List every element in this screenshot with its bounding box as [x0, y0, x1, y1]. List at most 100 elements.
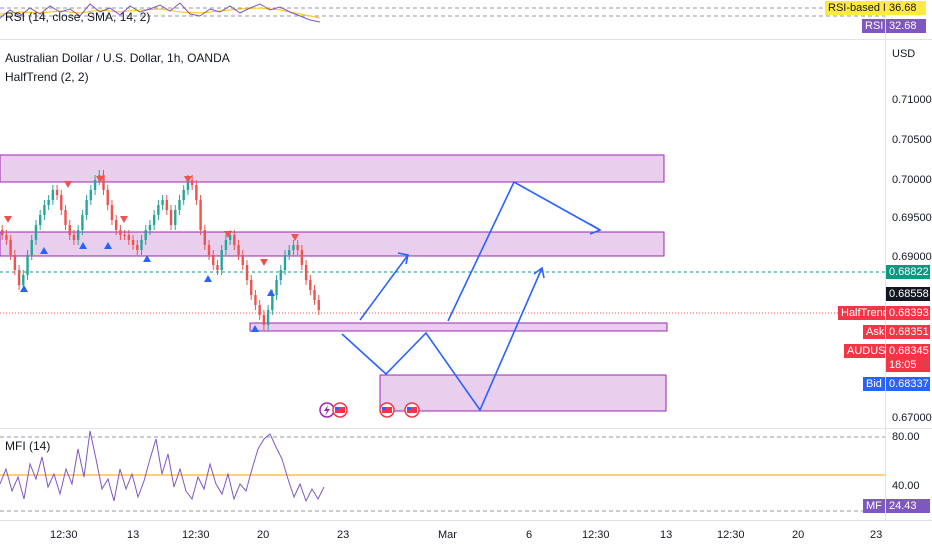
- ht-up-marker: [79, 242, 87, 249]
- bid-label-tag: Bid: [863, 377, 885, 391]
- candle-body: [22, 275, 25, 285]
- rsi-ma-label: RSI-based MA: [828, 2, 900, 14]
- candle-body: [250, 280, 253, 295]
- candle-body: [43, 205, 46, 215]
- rsi-value-tag: 32.68: [886, 19, 926, 33]
- candle-body: [85, 200, 88, 215]
- candle-body: [1, 230, 4, 235]
- candle-body: [9, 240, 12, 255]
- candle-body: [34, 225, 38, 240]
- dashed-level-value: 0.68822: [889, 266, 929, 278]
- projection-path-3: [447, 180, 601, 322]
- price-pane[interactable]: Australian Dollar / U.S. Dollar, 1h, OAN…: [0, 40, 932, 428]
- rsi-label: RSI: [865, 20, 884, 32]
- ht-up-marker: [251, 325, 259, 332]
- time-tick: 23: [337, 529, 350, 541]
- rsi-pane[interactable]: RSI (14, close, SMA, 14, 2) RSI-based MA…: [0, 0, 932, 38]
- projection-path-1: [359, 254, 409, 321]
- halftrend-label-tag: HalfTrend: [838, 306, 889, 320]
- candle-body: [241, 255, 244, 265]
- candle-body: [304, 265, 308, 280]
- symbol-value: 0.68345: [889, 345, 929, 357]
- mfi-title[interactable]: MFI (14): [5, 439, 51, 453]
- rsi-ma-value-tag: 36.68: [886, 1, 926, 15]
- candle-body: [38, 215, 42, 225]
- mfi-pane[interactable]: MFI (14): [0, 429, 932, 520]
- event-icons: [319, 402, 420, 418]
- symbol-title[interactable]: Australian Dollar / U.S. Dollar, 1h, OAN…: [5, 51, 230, 65]
- time-tick: 12:30: [582, 529, 610, 541]
- ht-down-marker: [224, 231, 232, 238]
- candle-body: [178, 200, 181, 210]
- candle-body: [64, 210, 67, 225]
- rsi-value: 32.68: [889, 20, 917, 32]
- candle-body: [13, 255, 17, 270]
- candle-body: [17, 270, 21, 285]
- ask-value: 0.68351: [889, 326, 929, 338]
- time-tick: 12:30: [50, 529, 78, 541]
- currency-label: USD: [892, 48, 916, 60]
- ask-label: Ask: [866, 326, 885, 338]
- candle-body: [30, 240, 33, 255]
- rsi-title[interactable]: RSI (14, close, SMA, 14, 2): [5, 10, 151, 24]
- candle-body: [102, 175, 105, 190]
- ht-up-marker: [204, 275, 212, 282]
- bid-value: 0.68337: [889, 378, 929, 390]
- ht-up-marker: [40, 247, 48, 254]
- time-tick: Mar: [438, 529, 457, 541]
- candle-body: [266, 310, 270, 325]
- time-tick: 20: [257, 529, 270, 541]
- candle-body: [195, 185, 198, 200]
- candle-body: [190, 180, 194, 185]
- mf-label: MF: [866, 500, 882, 512]
- candle-body: [203, 230, 206, 245]
- mfi-y-tick: 80.00: [892, 431, 920, 443]
- mf-label-tag: MF: [863, 499, 885, 513]
- y-tick: 0.71000: [892, 94, 932, 106]
- pane-divider-top[interactable]: [0, 39, 932, 40]
- candle-body: [136, 245, 139, 250]
- candle-body: [55, 190, 59, 195]
- candle-body: [296, 245, 299, 250]
- bid-label: Bid: [866, 378, 882, 390]
- last-price-value: 0.68558: [889, 288, 929, 300]
- candle-body: [144, 230, 147, 240]
- halftrend-value: 0.68393: [889, 307, 929, 319]
- time-axis[interactable]: 12:30 13 12:30 20 23 Mar 6 12:30 13 12:3…: [0, 521, 885, 550]
- candle-body: [220, 250, 223, 270]
- mfi-line: [0, 430, 325, 503]
- ht-down-marker: [120, 216, 128, 223]
- candle-body: [245, 265, 249, 280]
- candles: [1, 170, 320, 330]
- candle-body: [237, 245, 240, 255]
- symbol-label: AUDUSD: [847, 345, 894, 357]
- dashed-level-tag: 0.68822: [886, 265, 930, 279]
- bar-countdown: 18:05: [889, 359, 917, 371]
- candle-body: [110, 205, 114, 220]
- price-plot: [0, 154, 885, 418]
- candle-body: [152, 215, 156, 225]
- candle-body: [106, 190, 109, 205]
- rsi-ma-line: [0, 7, 321, 19]
- candle-body: [313, 290, 316, 300]
- ask-value-tag: 0.68351: [886, 325, 930, 339]
- candle-body: [89, 190, 93, 200]
- symbol-label-tag: AUDUSD: [844, 344, 893, 358]
- candle-body: [207, 245, 211, 255]
- ht-down-marker: [184, 176, 192, 183]
- time-axis-border: [0, 520, 932, 521]
- demand-zone: [379, 374, 667, 412]
- indicator-title[interactable]: HalfTrend (2, 2): [5, 70, 89, 84]
- ht-up-marker: [104, 242, 112, 249]
- candle-body: [174, 210, 177, 225]
- candle-body: [275, 280, 278, 295]
- ht-down-marker: [96, 176, 104, 183]
- candle-body: [157, 205, 160, 215]
- candle-body: [81, 215, 84, 230]
- candle-body: [123, 235, 126, 236]
- candle-body: [127, 235, 131, 240]
- resistance-zone: [0, 231, 665, 257]
- candle-body: [26, 255, 29, 275]
- support-line-zone: [249, 322, 668, 332]
- pane-divider-bottom[interactable]: [0, 428, 932, 429]
